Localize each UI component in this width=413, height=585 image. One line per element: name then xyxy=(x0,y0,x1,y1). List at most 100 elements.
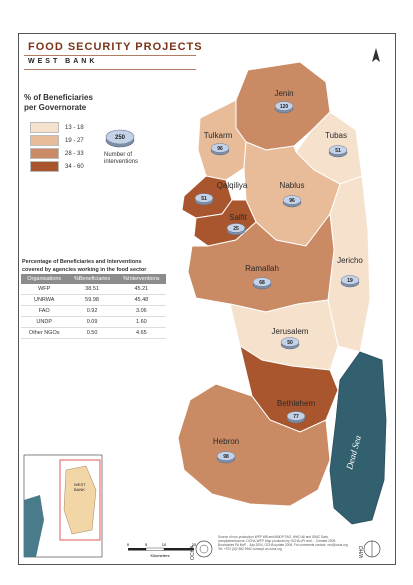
governorate-label-hebron: Hebron xyxy=(213,437,239,446)
legend-title-line1: % of Beneficiaries xyxy=(24,93,93,102)
scale-tick: 10 xyxy=(162,542,167,547)
governorate-label-bethlehem: Bethlehem xyxy=(277,399,316,408)
table-cell: WFP xyxy=(21,284,68,295)
interventions-symbol-jerusalem: 50 xyxy=(280,337,300,350)
interventions-label-line2: interventions xyxy=(104,159,139,165)
legend-class-4: 34 - 60 xyxy=(30,161,84,172)
interventions-symbol-qalqiliya: 51 xyxy=(194,193,214,206)
interventions-value-nablus: 96 xyxy=(289,198,295,204)
interventions-legend-value: 250 xyxy=(115,135,126,141)
table-row: UNRWA 59.98 45.48 xyxy=(21,294,166,306)
table-cell: 0.92 xyxy=(67,305,117,317)
interventions-symbol-tulkarm: 96 xyxy=(210,143,230,156)
table-header-cell: %Interventions xyxy=(116,274,166,284)
table-cell: 4.65 xyxy=(116,327,166,339)
table-title-line2: covered by agencies working in the food … xyxy=(22,267,147,273)
scale-tick: 0 xyxy=(127,542,130,547)
scale-unit: Kilometers xyxy=(151,553,170,558)
table-cell: Other NGOs xyxy=(21,327,68,339)
governorate-label-jerusalem: Jerusalem xyxy=(272,327,309,336)
table-row: Other NGOs 0.50 4.65 xyxy=(21,327,166,339)
governorate-label-jericho: Jericho xyxy=(337,256,363,265)
governorate-hebron xyxy=(177,383,331,507)
legend-class-2: 19 - 27 xyxy=(30,135,84,146)
scale-tick: 20 xyxy=(192,542,197,547)
interventions-value-tulkarm: 96 xyxy=(217,146,223,152)
interventions-label-line1: Number of xyxy=(104,152,133,158)
ocha-logo-text: OCHA xyxy=(190,545,196,560)
table-cell: 0.50 xyxy=(67,327,117,339)
governorate-labels: 120 Jenin 96 Tulkarm 51 Tubas 96 Nablus 51 Qalqil… xyxy=(194,89,363,464)
table-cell: 38.51 xyxy=(67,284,117,295)
legend-class-3: 28 - 33 xyxy=(30,148,84,159)
interventions-value-salfit: 25 xyxy=(233,226,239,232)
interventions-value-qalqiliya: 51 xyxy=(201,196,207,202)
map-subtitle: WEST BANK xyxy=(28,58,98,65)
ocha-logo: OCHA xyxy=(190,540,213,560)
table-cell: 59.98 xyxy=(67,294,117,306)
table-cell: 45.21 xyxy=(116,284,166,295)
who-logo: WHO xyxy=(359,540,381,558)
legend-title-line2: per Governorate xyxy=(24,103,87,112)
interventions-symbol-ramallah: 68 xyxy=(252,277,272,290)
legend-swatch-2 xyxy=(30,135,59,146)
legend-title: % of Beneficiaries per Governorate xyxy=(24,93,93,113)
governorate-label-salfit: Salfit xyxy=(229,213,248,222)
table-cell: 1.60 xyxy=(116,316,166,328)
interventions-value-tubas: 51 xyxy=(335,148,341,154)
interventions-symbol-bethlehem: 77 xyxy=(286,411,306,424)
table-cell: FAO xyxy=(21,305,68,317)
table-row: WFP 38.51 45.21 xyxy=(21,284,166,295)
governorate-label-tubas: Tubas xyxy=(325,131,347,140)
interventions-value-jenin: 120 xyxy=(280,104,289,110)
table-cell: 45.48 xyxy=(116,294,166,306)
scale-tick: 5 xyxy=(145,542,148,547)
interventions-symbol-jericho: 19 xyxy=(340,275,360,288)
legend-class-1-label: 13 - 18 xyxy=(65,125,84,132)
legend-swatch-1 xyxy=(30,122,59,133)
table-title: Percentage of Beneficiaries and Interven… xyxy=(22,258,182,274)
governorate-label-qalqiliya: Qalqiliya xyxy=(217,181,248,190)
governorate-label-jenin: Jenin xyxy=(274,89,293,98)
interventions-value-bethlehem: 77 xyxy=(293,414,299,420)
interventions-value-ramallah: 68 xyxy=(259,280,265,286)
table-row: FAO 0.92 3.06 xyxy=(21,305,166,317)
scale-bar: 0 5 10 20 Kilometers xyxy=(127,542,197,558)
governorate-label-tulkarm: Tulkarm xyxy=(204,131,233,140)
inset-label-line2: BANK xyxy=(74,487,85,492)
north-arrow-icon xyxy=(372,48,380,62)
dead-sea xyxy=(329,351,387,525)
title-rule xyxy=(24,55,196,56)
interventions-symbol-nablus: 96 xyxy=(282,195,302,208)
interventions-value-hebron: 98 xyxy=(223,454,229,460)
table-header-cell: %Beneficiaries xyxy=(67,274,117,284)
legend-swatch-4 xyxy=(30,161,59,172)
table-cell: 3.06 xyxy=(116,305,166,317)
interventions-symbol-hebron: 98 xyxy=(216,451,236,464)
interventions-value-jerusalem: 50 xyxy=(287,340,293,346)
legend-class-1: 13 - 18 xyxy=(30,122,84,133)
interventions-legend-label: Number of interventions xyxy=(104,152,138,166)
inset-label-line1: WEST xyxy=(74,482,86,487)
table-cell: UNDP xyxy=(21,316,68,328)
legend-class-2-label: 19 - 27 xyxy=(65,138,84,145)
table-row: UNDP 0.09 1.60 xyxy=(21,316,166,328)
map-title: FOOD SECURITY PROJECTS xyxy=(28,41,203,53)
table-title-line1: Percentage of Beneficiaries and Interven… xyxy=(22,259,142,265)
interventions-legend-symbol: 250 xyxy=(105,129,135,148)
who-logo-text: WHO xyxy=(359,546,365,558)
interventions-symbol-tubas: 51 xyxy=(328,145,348,158)
table-cell: UNRWA xyxy=(21,294,68,306)
table-cell: 0.09 xyxy=(67,316,117,328)
inset-map: WEST BANK xyxy=(23,454,103,558)
interventions-symbol-jenin: 120 xyxy=(274,101,294,114)
interventions-symbol-salfit: 25 xyxy=(226,223,246,236)
governorate-label-nablus: Nablus xyxy=(280,181,305,190)
legend-swatch-3 xyxy=(30,148,59,159)
table-header-cell: Organisations xyxy=(21,274,68,284)
legend-class-3-label: 28 - 33 xyxy=(65,151,84,158)
interventions-value-jericho: 19 xyxy=(347,278,353,284)
agency-table: Organisations %Beneficiaries %Interventi… xyxy=(21,274,166,339)
table-header-row: Organisations %Beneficiaries %Interventi… xyxy=(21,274,166,284)
